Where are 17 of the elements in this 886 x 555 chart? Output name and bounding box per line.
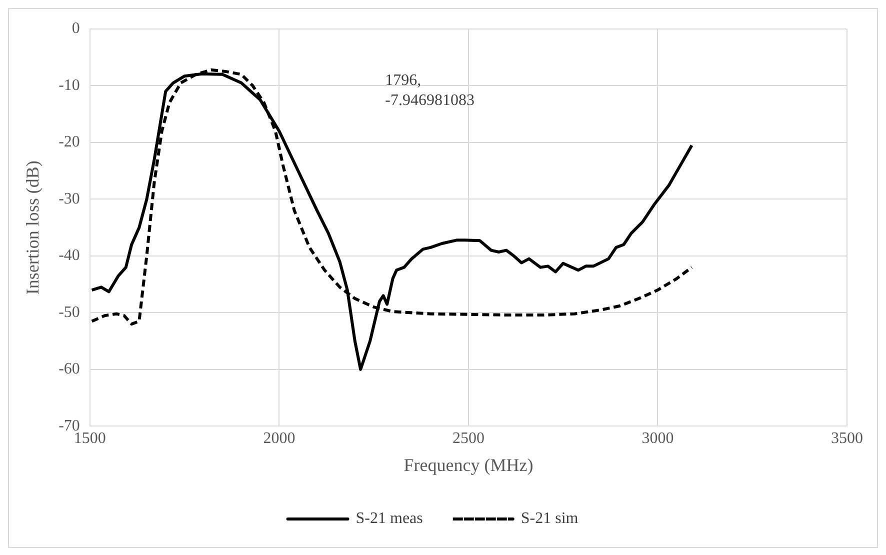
x-tick-label: 1500 [74, 430, 106, 448]
x-tick-label: 3000 [642, 430, 674, 448]
y-tick-label: 0 [72, 20, 80, 38]
y-tick-label: -30 [58, 190, 80, 208]
y-tick-label: -60 [58, 360, 80, 378]
y-tick-label: -10 [58, 76, 80, 94]
y-tick-label: -20 [58, 134, 80, 151]
legend-label: S-21 sim [520, 510, 579, 528]
x-tick-label: 2500 [452, 430, 484, 448]
y-tick-label: -40 [58, 247, 80, 264]
x-axis-title: Frequency (MHz) [404, 454, 534, 475]
annotation: 1796, -7.946981083 [385, 72, 475, 110]
legend-label: S-21 meas [356, 510, 423, 528]
y-axis-title: Insertion loss (dB) [22, 160, 43, 295]
x-tick-label: 2000 [263, 430, 296, 448]
x-tick-label: 3500 [831, 430, 863, 448]
y-tick-label: -50 [58, 304, 80, 321]
